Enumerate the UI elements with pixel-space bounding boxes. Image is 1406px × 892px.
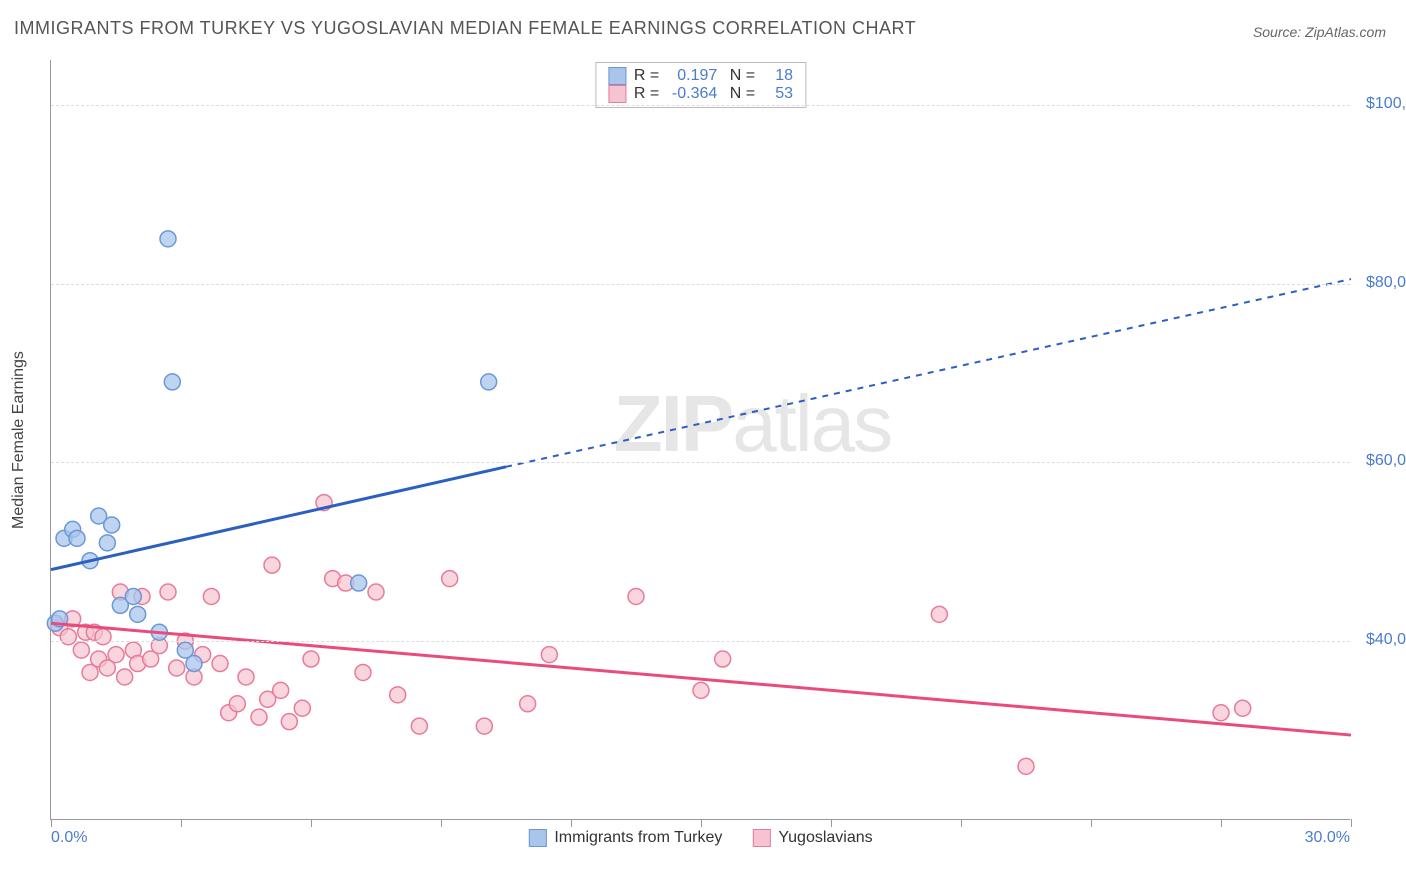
swatch-series2-legend xyxy=(752,829,770,847)
gridline xyxy=(51,105,1350,106)
x-tick xyxy=(51,819,52,827)
stats-row-series2: R = -0.364 N = 53 xyxy=(608,85,793,103)
x-axis-min-label: 0.0% xyxy=(51,829,87,847)
swatch-series1 xyxy=(608,67,626,85)
n-label: N = xyxy=(725,67,755,85)
correlation-stats-box: R = 0.197 N = 18 R = -0.364 N = 53 xyxy=(595,62,806,108)
legend-label-series1: Immigrants from Turkey xyxy=(554,829,722,847)
r-label: R = xyxy=(634,67,659,85)
y-tick-label: $60,000 xyxy=(1356,452,1406,470)
swatch-series1-legend xyxy=(528,829,546,847)
n-value-series1: 18 xyxy=(763,67,793,85)
x-tick xyxy=(181,819,182,827)
x-tick xyxy=(701,819,702,827)
page-title: IMMIGRANTS FROM TURKEY VS YUGOSLAVIAN ME… xyxy=(14,18,916,39)
r-label: R = xyxy=(634,85,659,103)
y-axis-title: Median Female Earnings xyxy=(10,351,28,529)
x-tick xyxy=(961,819,962,827)
x-axis-max-label: 30.0% xyxy=(1305,829,1350,847)
x-tick xyxy=(1091,819,1092,827)
x-tick xyxy=(311,819,312,827)
swatch-series2 xyxy=(608,85,626,103)
y-tick-label: $80,000 xyxy=(1356,274,1406,292)
scatter-plot-svg xyxy=(51,60,1350,819)
gridline xyxy=(51,462,1350,463)
gridline xyxy=(51,284,1350,285)
x-tick xyxy=(571,819,572,827)
r-value-series1: 0.197 xyxy=(667,67,717,85)
x-tick xyxy=(1351,819,1352,827)
y-tick-label: $100,000 xyxy=(1356,95,1406,113)
legend-label-series2: Yugoslavians xyxy=(778,829,872,847)
source-credit: Source: ZipAtlas.com xyxy=(1253,24,1386,40)
n-value-series2: 53 xyxy=(763,85,793,103)
n-label: N = xyxy=(725,85,755,103)
legend-item-series1: Immigrants from Turkey xyxy=(528,829,722,847)
stats-row-series1: R = 0.197 N = 18 xyxy=(608,67,793,85)
gridline xyxy=(51,641,1350,642)
chart-area: Median Female Earnings ZIPatlas R = 0.19… xyxy=(50,60,1350,820)
x-tick xyxy=(1221,819,1222,827)
x-tick xyxy=(831,819,832,827)
x-tick xyxy=(441,819,442,827)
legend-item-series2: Yugoslavians xyxy=(752,829,872,847)
r-value-series2: -0.364 xyxy=(667,85,717,103)
series-legend: Immigrants from Turkey Yugoslavians xyxy=(528,829,872,847)
y-tick-label: $40,000 xyxy=(1356,631,1406,649)
